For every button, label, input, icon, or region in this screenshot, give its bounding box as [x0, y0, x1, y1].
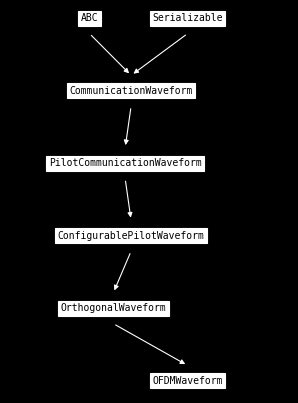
Text: OFDMWaveform: OFDMWaveform [153, 376, 223, 386]
Text: ABC: ABC [80, 13, 98, 23]
Text: PilotCommunicationWaveform: PilotCommunicationWaveform [49, 158, 201, 168]
Text: ConfigurablePilotWaveform: ConfigurablePilotWaveform [58, 231, 204, 241]
Text: Serializable: Serializable [153, 13, 223, 23]
Text: CommunicationWaveform: CommunicationWaveform [69, 86, 193, 96]
Text: OrthogonalWaveform: OrthogonalWaveform [60, 303, 166, 313]
